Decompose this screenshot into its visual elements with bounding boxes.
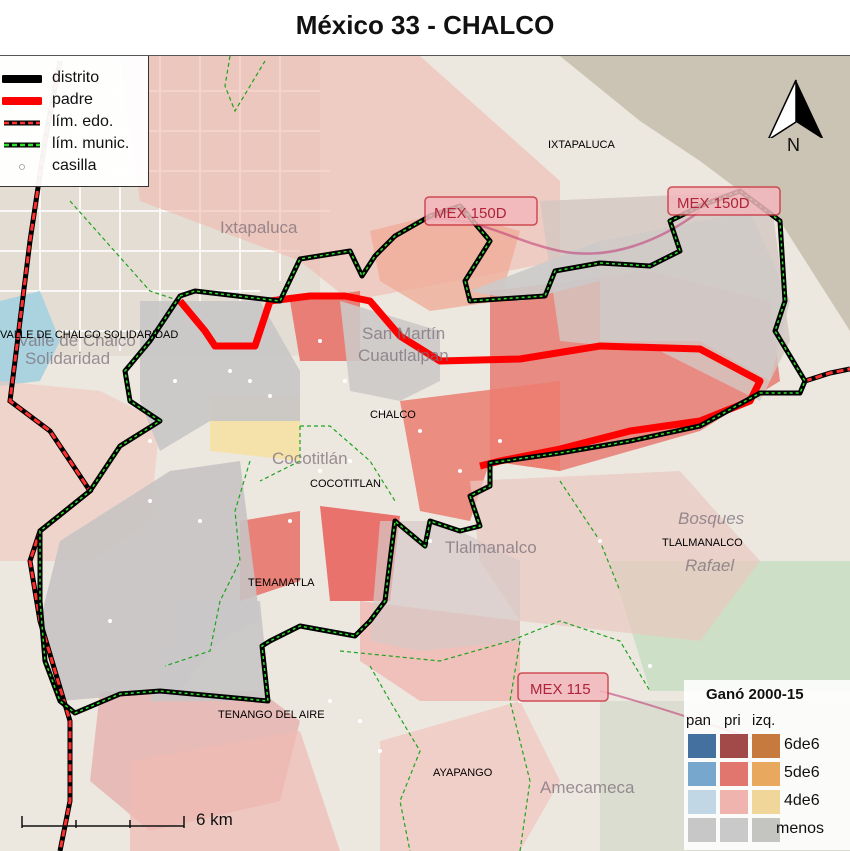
winners-swatch-pan-2 xyxy=(688,790,716,814)
winners-row-6de6: 6de6 xyxy=(784,736,820,753)
winners-swatch-izq-1 xyxy=(752,762,780,786)
polling-stations xyxy=(108,339,652,753)
legend-label-parent: padre xyxy=(52,91,93,108)
muni-label-cocotitlan: COCOTITLAN xyxy=(310,478,381,490)
district-gray-area xyxy=(340,301,440,401)
muni-label-ayapango: AYAPANGO xyxy=(433,767,493,779)
town-label-bosques-2: Rafael xyxy=(685,556,735,575)
section-poly xyxy=(130,731,340,851)
winners-swatch-pri-2 xyxy=(720,790,748,814)
map-title: México 33 - CHALCO xyxy=(295,10,555,40)
municipal-limits xyxy=(69,56,651,851)
legend-label-muni-limit: lím. munic. xyxy=(52,135,130,152)
winners-swatch-izq-2 xyxy=(752,790,780,814)
road-shield xyxy=(517,672,609,702)
winners-row-5de6: 5de6 xyxy=(784,764,820,781)
winners-swatch-pan-1 xyxy=(688,762,716,786)
winners-swatch-pri-0 xyxy=(720,734,748,758)
muni-limit-swatch xyxy=(4,142,40,148)
section-poly xyxy=(400,381,560,521)
state-limit-swatch xyxy=(4,120,40,126)
district-boundary-dash xyxy=(39,190,806,714)
town-label-san-martin-2: Cuautlalpan xyxy=(358,346,449,365)
scale-bar-icon xyxy=(21,816,185,828)
map-legend: distrito padre lím. edo. lím. munic. cas… xyxy=(0,56,149,187)
road-label-150d-a: MEX 150D xyxy=(434,205,507,222)
winners-legend: Ganó 2000-15 pan pri izq. 6de6 5de6 4de6… xyxy=(684,680,850,850)
road-label-115: MEX 115 xyxy=(530,681,591,698)
scale-label: 6 km xyxy=(196,810,233,829)
legend-row-district: distrito xyxy=(0,68,148,90)
road-shield xyxy=(667,186,781,216)
winners-swatch-izq-0 xyxy=(752,734,780,758)
winners-swatch-pan-3 xyxy=(688,818,716,842)
parent-line-swatch xyxy=(2,97,42,105)
scale-bar: 6 km xyxy=(18,810,248,834)
legend-label-state-limit: lím. edo. xyxy=(52,113,114,130)
legend-label-district: distrito xyxy=(52,69,100,86)
north-arrow-icon xyxy=(766,79,824,143)
polling-station-swatch xyxy=(19,164,25,170)
section-poly xyxy=(470,471,760,641)
muni-label-chalco: CHALCO xyxy=(370,409,416,421)
road-label-150d-b: MEX 150D xyxy=(677,195,750,212)
town-label-tlalmanalco: Tlalmanalco xyxy=(445,538,537,557)
legend-row-muni-limit: lím. munic. xyxy=(0,134,148,156)
winners-swatch-pri-3 xyxy=(720,818,748,842)
winners-row-menos: menos xyxy=(776,820,825,837)
legend-row-polling-station: casilla xyxy=(0,156,148,178)
town-label-bosques-1: Bosques xyxy=(678,509,745,528)
section-poly xyxy=(240,511,300,601)
north-label: N xyxy=(787,135,800,155)
legend-label-polling-station: casilla xyxy=(52,157,97,174)
winners-col-izq: izq. xyxy=(752,712,776,729)
muni-label-tlalmanalco: TLALMANALCO xyxy=(662,537,743,549)
muni-label-tenango: TENANGO DEL AIRE xyxy=(218,709,325,721)
north-arrow: N xyxy=(760,78,830,158)
winners-swatch-pri-1 xyxy=(720,762,748,786)
town-label-amecameca: Amecameca xyxy=(540,778,635,797)
muni-label-ixtapaluca: IXTAPALUCA xyxy=(548,139,615,151)
winners-col-pri: pri xyxy=(724,712,741,729)
district-line-swatch xyxy=(2,75,42,83)
town-label-valle-2: Solidaridad xyxy=(25,349,110,368)
legend-row-state-limit: lím. edo. xyxy=(0,112,148,134)
parent-district-line xyxy=(177,292,764,470)
muni-label-temamatla: TEMAMATLA xyxy=(248,577,315,589)
town-label-ixtapaluca: Ixtapaluca xyxy=(220,218,298,237)
town-label-san-martin-1: San Martín xyxy=(362,324,445,343)
town-label-cocotitlan: Cocotitlán xyxy=(272,449,348,468)
road-shield xyxy=(424,196,538,226)
state-limit-line-east-dash xyxy=(804,367,850,383)
section-poly xyxy=(380,701,560,851)
district-gray-area xyxy=(370,521,520,651)
town-label-valle-1: Valle de Chalco xyxy=(18,331,136,350)
legend-row-parent: padre xyxy=(0,90,148,112)
district-gray-area xyxy=(470,241,600,301)
winners-swatch-izq-3 xyxy=(752,818,780,842)
winners-swatch-pan-0 xyxy=(688,734,716,758)
district-gray-area xyxy=(600,211,790,381)
muni-label-valle-chalco: VALLE DE CHALCO SOLIDARIDAD xyxy=(0,329,178,341)
winners-col-pan: pan xyxy=(686,712,712,729)
winners-row-4de6: 4de6 xyxy=(784,792,820,809)
winners-title: Ganó 2000-15 xyxy=(706,686,804,703)
